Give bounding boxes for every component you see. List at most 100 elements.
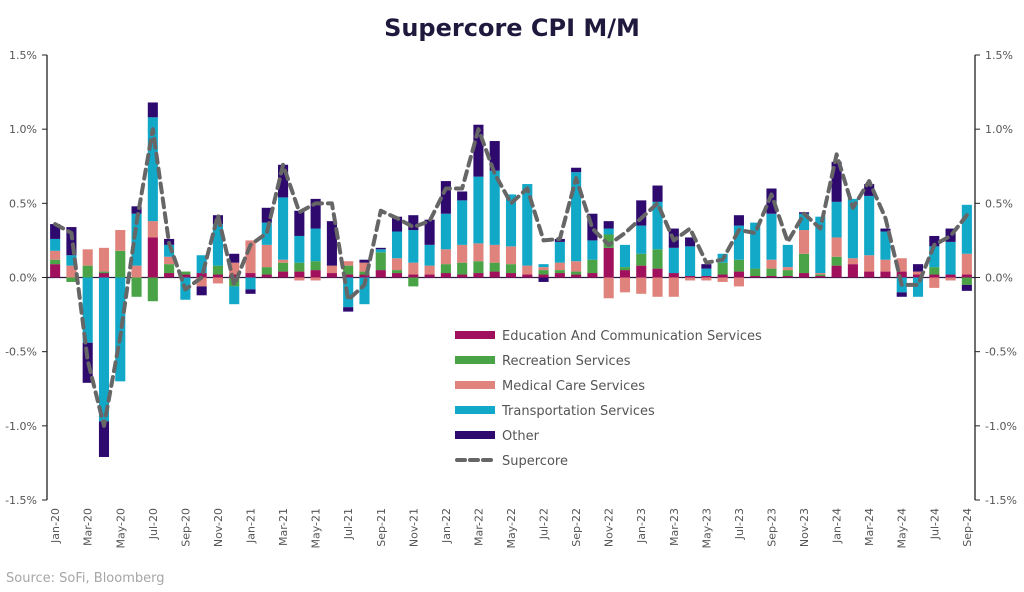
bar-segment-recreation-services [98, 271, 110, 274]
bar-segment-transportation-services [619, 244, 631, 268]
bar-segment-education-and-communication-services [603, 247, 614, 278]
bar-segment-medical-care-services [799, 230, 810, 254]
bar-segment-transportation-services [408, 230, 419, 263]
bar-segment-transportation-services [66, 255, 77, 266]
bar-segment-education-and-communication-services [278, 271, 289, 278]
bar-segment-transportation-services [685, 246, 696, 277]
bar-segment-transportation-services [929, 246, 940, 268]
bar-segment-other [131, 206, 142, 214]
bar-segment-medical-care-services [343, 261, 354, 266]
bar-segment-education-and-communication-services [147, 237, 158, 278]
bar-segment-transportation-services [733, 225, 744, 260]
bar-segment-transportation-services [229, 286, 240, 305]
bar-segment-medical-care-services [505, 246, 517, 265]
bar-segment-recreation-services [343, 265, 354, 275]
bar-segment-medical-care-services [652, 277, 663, 297]
bar-segment-transportation-services [912, 277, 924, 297]
bar-segment-transportation-services [131, 213, 142, 266]
bar-segment-transportation-services [961, 204, 972, 254]
bar-segment-transportation-services [505, 194, 517, 247]
right-tick-label: 0.0% [985, 272, 1013, 285]
bar-segment-education-and-communication-services [945, 274, 956, 278]
x-tick-label: May-24 [896, 508, 909, 549]
left-tick-label: -1.0% [5, 420, 37, 433]
bar-segment-transportation-services [538, 264, 549, 268]
bar-segment-education-and-communication-services [245, 273, 256, 278]
legend-swatch [455, 331, 495, 339]
bar-segment-medical-care-services [245, 240, 256, 274]
bar-segment-education-and-communication-services [505, 273, 517, 278]
x-tick-label: Nov-23 [798, 508, 811, 547]
bar-segment-recreation-services [457, 262, 468, 275]
bar-segment-education-and-communication-services [359, 274, 370, 278]
bar-segment-medical-care-services [554, 262, 565, 271]
legend-swatch [455, 406, 495, 414]
bar-segment-recreation-services [66, 277, 77, 282]
bar-segment-recreation-services [147, 277, 158, 302]
bar-segment-recreation-services [750, 268, 761, 277]
bar-segment-other [98, 421, 110, 457]
bar-segment-other [359, 259, 370, 263]
bar-segment-education-and-communication-services [554, 273, 565, 278]
source-note: Source: SoFi, Bloomberg [6, 571, 165, 586]
bar-segment-other [473, 124, 484, 177]
bar-segment-medical-care-services [359, 262, 370, 272]
bar-segment-other [229, 253, 240, 263]
bar-segment-transportation-services [489, 170, 500, 245]
bar-segment-education-and-communication-services [587, 273, 598, 278]
right-tick-label: -1.5% [985, 494, 1017, 507]
bar-segment-other [603, 221, 614, 229]
bar-segment-recreation-services [261, 267, 272, 275]
bar-segment-recreation-services [310, 261, 321, 271]
bar-segment-education-and-communication-services [326, 273, 337, 278]
bar-segment-medical-care-services [782, 267, 793, 271]
bar-segment-medical-care-services [880, 259, 891, 272]
bar-segment-transportation-services [701, 268, 712, 277]
legend-label: Supercore [502, 454, 568, 469]
bar-segment-medical-care-services [229, 262, 240, 275]
bar-segment-other [912, 264, 924, 272]
bar-segment-recreation-services [212, 265, 223, 275]
bar-segment-medical-care-services [164, 256, 175, 265]
bar-segment-education-and-communication-services [864, 271, 875, 278]
bar-segment-medical-care-services [408, 262, 419, 275]
bar-segment-education-and-communication-services [766, 276, 777, 278]
bar-segment-education-and-communication-services [424, 274, 435, 278]
bar-segment-education-and-communication-services [473, 273, 484, 278]
bar-segment-recreation-services [961, 277, 972, 285]
x-tick-label: Mar-23 [668, 508, 681, 546]
x-tick-label: Sep-21 [375, 508, 388, 547]
bar-segment-other [701, 264, 712, 269]
left-tick-label: 0.0% [9, 272, 37, 285]
bar-segment-transportation-services [359, 277, 370, 305]
bar-segment-education-and-communication-services [229, 274, 240, 278]
bar-segment-transportation-services [571, 172, 582, 262]
bar-segment-medical-care-services [685, 277, 696, 281]
bar-segment-medical-care-services [278, 259, 289, 263]
bar-segment-other [831, 161, 842, 202]
bar-segment-recreation-services [294, 262, 305, 272]
bar-segment-other [864, 184, 875, 196]
bar-segment-other [196, 286, 207, 296]
bar-segment-education-and-communication-services [375, 270, 386, 278]
bar-segment-recreation-services [766, 268, 777, 277]
bar-segment-recreation-services [815, 274, 826, 277]
bar-segment-transportation-services [831, 201, 842, 238]
supercore-line-group [53, 127, 969, 428]
bar-segment-education-and-communication-services [440, 273, 451, 278]
bar-segment-recreation-services [652, 249, 663, 269]
bar-segment-other [538, 277, 549, 282]
bar-segment-education-and-communication-services [261, 274, 272, 278]
bar-segment-recreation-services [408, 277, 419, 287]
bar-segment-recreation-services [831, 256, 842, 266]
legend-swatch [455, 431, 495, 439]
bar-segment-medical-care-services [310, 277, 321, 281]
bar-segment-other [652, 185, 663, 202]
bar-segment-medical-care-services [945, 277, 956, 281]
bar-segment-recreation-services [538, 270, 549, 275]
legend-label: Transportation Services [501, 404, 655, 419]
bar-segment-transportation-services [164, 244, 175, 257]
bar-segment-medical-care-services [196, 277, 207, 287]
bar-segment-transportation-services [782, 244, 793, 268]
bar-segment-other [278, 164, 289, 198]
